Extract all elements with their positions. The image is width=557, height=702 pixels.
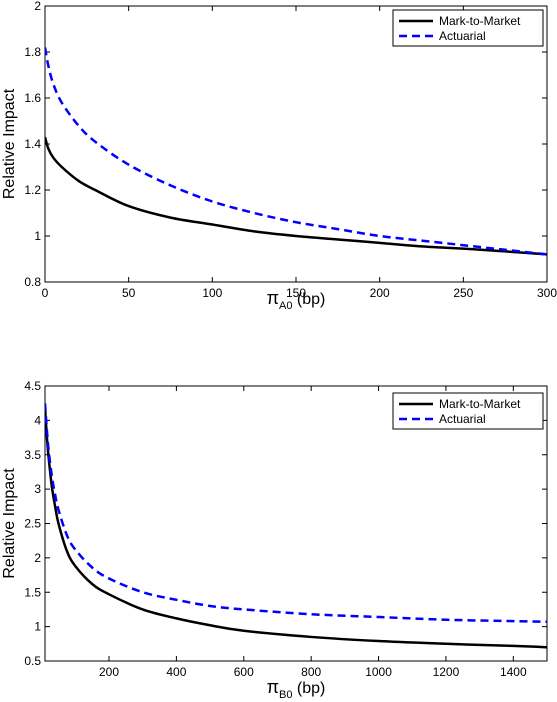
x-tick-label: 100: [202, 286, 222, 300]
legend-label: Actuarial: [439, 29, 486, 43]
x-axis-label-unit: (bp): [292, 680, 325, 697]
y-tick-label: 1: [34, 620, 41, 634]
series-line-mark-to-market: [45, 406, 547, 649]
x-axis-label-subscript: B0: [279, 689, 292, 701]
x-tick-label: 150: [286, 286, 306, 300]
x-tick-label: 600: [234, 665, 254, 679]
series-line-mark-to-market: [45, 136, 547, 256]
y-tick-label: 1.6: [24, 91, 41, 105]
x-axis-label-symbol: π: [267, 677, 279, 697]
x-axis-label-subscript: A0: [279, 300, 292, 312]
y-tick-label: 1.8: [24, 45, 41, 59]
y-tick-label: 1.5: [24, 585, 41, 599]
x-axis-label: πB0 (bp): [267, 677, 326, 701]
y-tick-label: 0.5: [24, 654, 41, 668]
legend-label: Mark-to-Market: [439, 14, 521, 28]
x-tick-label: 200: [99, 665, 119, 679]
y-tick-label: 4.5: [24, 379, 41, 393]
plot-area: [44, 5, 548, 283]
x-tick-label: 400: [166, 665, 186, 679]
legend-label: Mark-to-Market: [439, 397, 521, 411]
bottom-chart: 200 400 600 800 1000 1200 1400 0.5 1 1.5 2 2.5 3 3.5 4…: [1, 379, 548, 701]
y-tick-label: 2.5: [24, 517, 41, 531]
y-tick-label: 1.4: [24, 137, 41, 151]
x-tick-label: 200: [370, 286, 390, 300]
x-tick-label: 300: [537, 286, 557, 300]
y-axis-label: Relative Impact: [1, 468, 18, 579]
x-tick-label: 800: [301, 665, 321, 679]
x-tick-label: 1400: [500, 665, 527, 679]
y-tick-label: 0.8: [24, 275, 41, 289]
plot-area: [44, 385, 548, 662]
x-tick-label: 250: [453, 286, 473, 300]
legend-box: [392, 9, 544, 47]
x-tick-label: 1000: [365, 665, 392, 679]
x-axis-label-symbol: π: [267, 288, 279, 308]
y-tick-label: 3.5: [24, 448, 41, 462]
x-tick-label: 50: [122, 286, 136, 300]
y-tick-label: 4: [34, 413, 41, 427]
y-tick-label: 2: [34, 0, 41, 13]
y-tick-label: 1: [34, 229, 41, 243]
legend-label: Actuarial: [439, 412, 486, 426]
y-tick-label: 2: [34, 551, 41, 565]
series-line-actuarial: [45, 403, 547, 624]
top-chart: 0 50 100 150 200 250 300 0.8 1 1.2 1.4 1.6 1.8 2 Mark-…: [1, 0, 557, 312]
y-tick-label: 1.2: [24, 183, 41, 197]
legend-box: [392, 392, 544, 430]
y-tick-label: 3: [34, 482, 41, 496]
x-tick-label: 1200: [433, 665, 460, 679]
series-line-actuarial: [45, 47, 547, 256]
y-axis-label: Relative Impact: [1, 88, 18, 199]
x-tick-label: 0: [42, 286, 49, 300]
x-axis-label-unit: (bp): [292, 291, 325, 308]
x-axis-label: πA0 (bp): [267, 288, 326, 312]
